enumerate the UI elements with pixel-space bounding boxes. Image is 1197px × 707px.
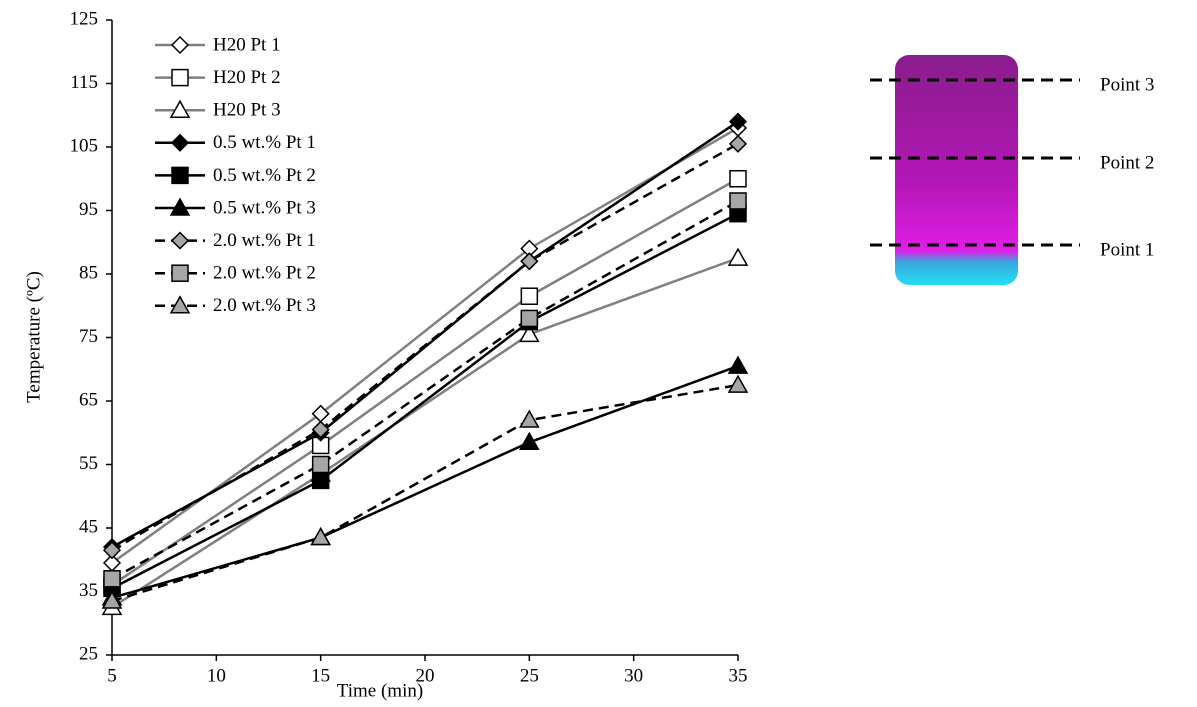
data-point	[519, 323, 540, 343]
x-tick-label: 15	[311, 665, 330, 686]
data-point	[310, 526, 331, 546]
data-point	[728, 134, 748, 153]
series-line	[111, 212, 739, 590]
y-tick-label: 105	[70, 135, 99, 156]
series-line	[111, 177, 739, 587]
series-line	[111, 126, 739, 564]
data-point	[520, 252, 539, 271]
point-label: Point 1	[1100, 239, 1154, 260]
x-tick-label: 35	[729, 665, 748, 686]
data-point	[102, 541, 122, 560]
data-point	[519, 431, 540, 451]
data-point	[311, 455, 330, 474]
series-line	[111, 256, 739, 609]
legend-label: H20 Pt 2	[213, 67, 281, 88]
data-point	[727, 247, 749, 266]
y-tick-label: 115	[70, 72, 98, 93]
x-tick-label: 30	[624, 665, 643, 686]
y-tick-label: 85	[79, 262, 98, 283]
x-tick-label: 25	[520, 665, 539, 686]
y-tick-label: 45	[79, 516, 98, 537]
y-tick-label: 65	[79, 389, 98, 410]
point-label: Point 2	[1100, 152, 1154, 173]
legend-marker	[170, 35, 190, 55]
legend-marker	[171, 264, 189, 282]
y-tick-label: 55	[79, 453, 98, 474]
legend-marker	[171, 166, 189, 185]
y-tick-label: 35	[79, 580, 98, 601]
legend-marker	[169, 295, 191, 314]
data-point	[311, 471, 330, 490]
data-point	[520, 287, 539, 305]
y-tick-label: 95	[79, 199, 98, 220]
data-point	[729, 170, 747, 188]
legend-label: 2.0 wt.% Pt 3	[213, 295, 316, 316]
data-point	[311, 420, 330, 439]
legend-marker	[171, 68, 189, 87]
x-tick-label: 5	[107, 665, 117, 686]
tank	[895, 55, 1018, 285]
legend-label: 2.0 wt.% Pt 2	[213, 263, 316, 284]
series-line	[111, 142, 739, 552]
data-point	[520, 309, 539, 328]
series-line	[111, 120, 739, 549]
x-axis-label: Time (min)	[337, 680, 423, 701]
series-line	[111, 383, 739, 603]
legend-marker	[169, 197, 191, 216]
data-point	[727, 355, 749, 374]
data-point	[727, 374, 749, 393]
y-tick-label: 25	[79, 643, 98, 664]
legend-marker	[170, 231, 190, 250]
legend-marker	[169, 99, 191, 118]
series-line	[111, 364, 739, 600]
point-label: Point 3	[1100, 74, 1154, 95]
legend-label: 0.5 wt.% Pt 2	[213, 165, 316, 186]
legend-marker	[170, 133, 190, 152]
legend-label: H20 Pt 3	[213, 100, 281, 121]
y-axis-label: Temperature (ºC)	[23, 271, 44, 403]
series-line	[111, 199, 739, 580]
data-point	[103, 570, 121, 588]
y-tick-label: 125	[70, 8, 99, 29]
x-tick-label: 10	[207, 665, 226, 686]
legend-label: 2.0 wt.% Pt 1	[213, 230, 316, 251]
data-point	[519, 409, 540, 428]
data-point	[728, 112, 748, 131]
y-tick-label: 75	[79, 326, 98, 347]
legend-label: H20 Pt 1	[213, 34, 281, 55]
x-tick-label: 20	[416, 665, 435, 686]
legend-label: 0.5 wt.% Pt 1	[213, 132, 316, 153]
data-point	[729, 192, 747, 210]
data-point	[101, 590, 123, 609]
legend-label: 0.5 wt.% Pt 3	[213, 197, 316, 218]
